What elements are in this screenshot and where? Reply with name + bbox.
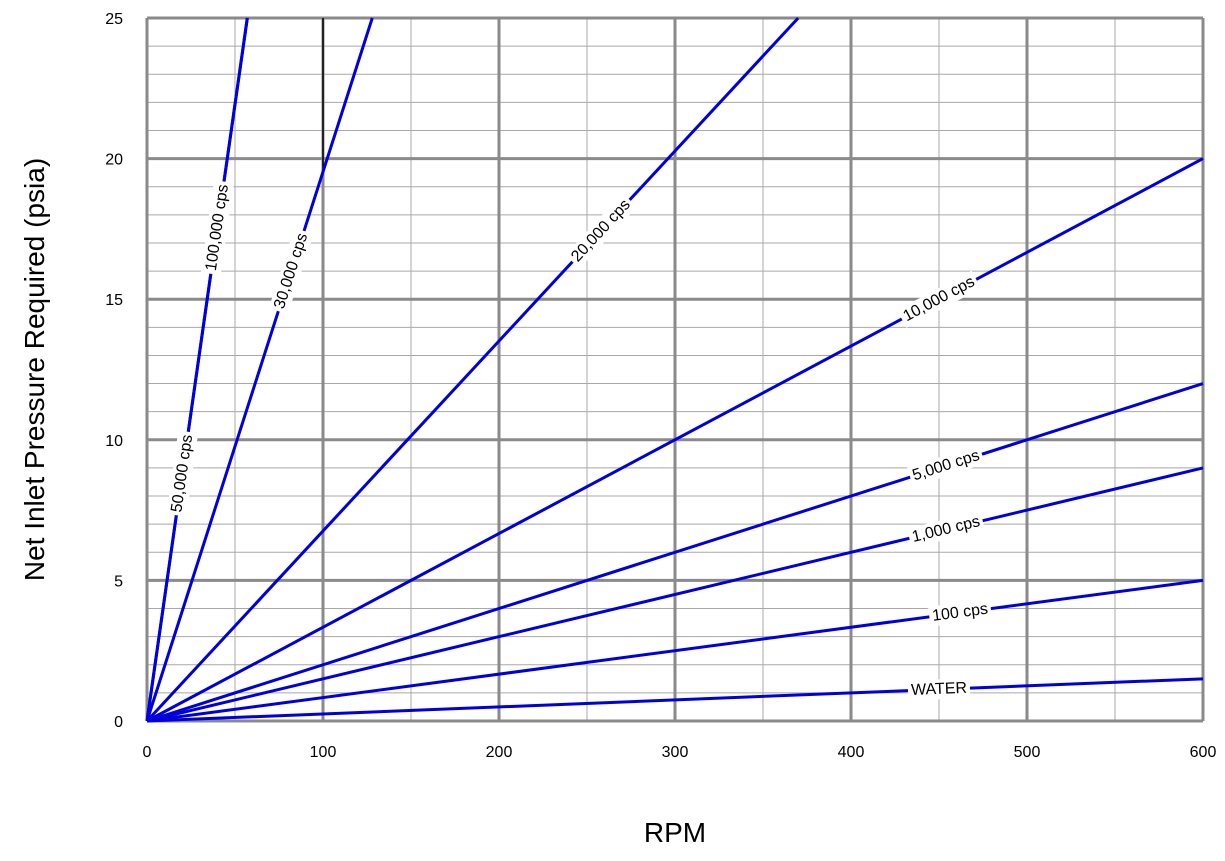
y-tick-label: 10: [105, 433, 123, 450]
series-line: [145, 17, 249, 722]
series-line: [146, 578, 1204, 723]
series-label-bg: [907, 510, 986, 549]
series-label-group: 20,000 cps: [565, 193, 638, 269]
y-tick-label: 5: [114, 573, 123, 590]
series-lines: [145, 16, 1204, 723]
x-axis-title: RPM: [644, 817, 706, 848]
series-line: [146, 382, 1204, 723]
series-line: [145, 16, 800, 723]
series-label-bg: [166, 430, 199, 517]
series-label-group: 5,000 cps: [907, 444, 985, 487]
y-tick-label: 25: [105, 11, 123, 28]
series-label: WATER: [911, 680, 968, 699]
x-tick-label: 200: [486, 744, 513, 761]
y-tick-label: 15: [105, 292, 123, 309]
y-tick-label: 0: [114, 714, 123, 731]
x-tick-label: 100: [310, 744, 337, 761]
x-tick-label: 400: [838, 744, 865, 761]
series-label-group: 1,000 cps: [907, 510, 986, 549]
series-label-bg: [928, 598, 993, 627]
series-line: [146, 677, 1204, 723]
series-label-bg: [200, 180, 234, 276]
x-axis-ticks: 0 100 200 300 400 500 600: [143, 744, 1217, 761]
series-label-bg: [907, 444, 985, 487]
series-label-bg: [565, 193, 638, 269]
series-label-bg: [907, 678, 971, 701]
y-tick-label: 20: [105, 152, 123, 169]
series-label: 100,000 cps: [203, 183, 232, 272]
x-tick-label: 300: [662, 744, 689, 761]
series-label: 5,000 cps: [910, 447, 981, 484]
series-label-group: WATER: [907, 678, 971, 701]
grid-major: [145, 16, 1205, 723]
y-axis-ticks: 0 5 10 15 20 25: [105, 11, 123, 731]
series-label-group: 100 cps: [928, 598, 993, 627]
series-line: [146, 157, 1204, 723]
x-tick-label: 500: [1014, 744, 1041, 761]
series-label: 100 cps: [931, 601, 989, 625]
x-tick-label: 600: [1190, 744, 1217, 761]
series-label: 1,000 cps: [910, 513, 981, 546]
y-axis-title: Net Inlet Pressure Required (psia): [19, 158, 50, 581]
series-label-bg: [897, 270, 981, 328]
series-label: 20,000 cps: [568, 196, 634, 265]
series-label-group: 50,000 cps: [166, 430, 199, 517]
x-tick-label: 0: [143, 744, 152, 761]
series-label-bg: [268, 227, 314, 315]
series-line: [146, 466, 1204, 723]
series-line: [145, 17, 374, 722]
series-label-group: 100,000 cps: [200, 180, 234, 276]
